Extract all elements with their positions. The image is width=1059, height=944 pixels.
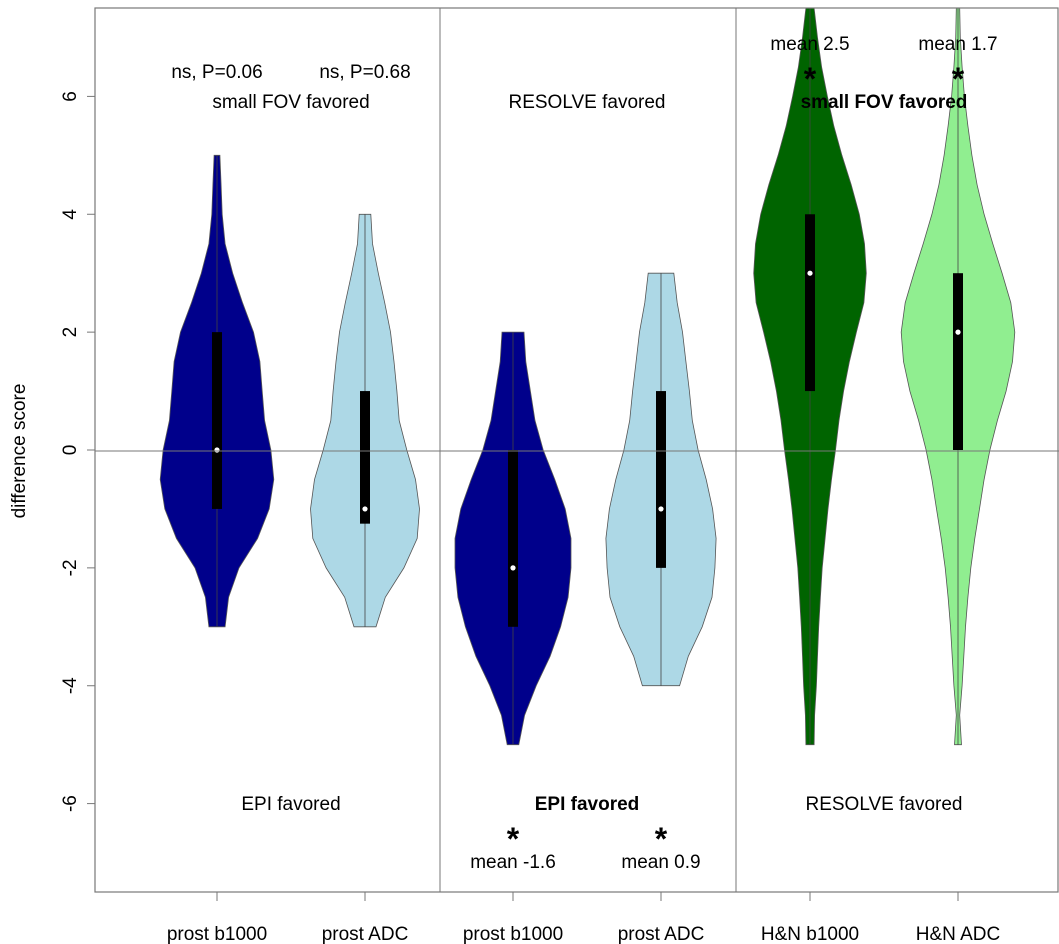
- annotation-panel3-top: small FOV favored: [801, 92, 968, 113]
- y-tick-label: -2: [60, 559, 81, 576]
- x-tick-label: H&N ADC: [916, 924, 1000, 944]
- y-tick-label: 0: [60, 445, 81, 456]
- annotation-panel1-top: small FOV favored: [212, 92, 369, 113]
- x-tick-label: prost ADC: [618, 924, 705, 944]
- violin-2: [310, 213, 420, 628]
- y-tick-label: 6: [60, 91, 81, 102]
- y-axis: -6 -4 -2 0 2 4 6: [60, 91, 95, 812]
- x-tick-label: prost b1000: [167, 924, 267, 944]
- y-tick-label: 2: [60, 327, 81, 338]
- violin-iqr-box: [212, 332, 222, 509]
- violin-iqr-box: [656, 391, 666, 568]
- annotation-panel2-top: RESOLVE favored: [508, 92, 665, 113]
- violin-5: [753, 7, 867, 746]
- violin-6: [900, 7, 1016, 746]
- y-tick-label: -6: [60, 795, 81, 812]
- y-tick-label: -4: [60, 677, 81, 694]
- annotations: ns, P=0.06 ns, P=0.68 small FOV favored …: [171, 34, 997, 873]
- x-tick-label: H&N b1000: [761, 924, 859, 944]
- annotation-panel3-star-1: *: [804, 61, 817, 97]
- annotation-panel2-mean-2: mean 0.9: [621, 852, 700, 873]
- violin-median-point: [955, 329, 961, 335]
- violin-1: [159, 154, 275, 628]
- violin-median-point: [510, 565, 516, 571]
- annotation-stat-prost-b1000: ns, P=0.06: [171, 62, 262, 83]
- violin-iqr-box: [360, 391, 370, 524]
- y-axis-label: difference score: [9, 384, 30, 519]
- annotation-stat-prost-adc: ns, P=0.68: [319, 62, 410, 83]
- violins-layer: [159, 7, 1016, 746]
- violin-3: [454, 331, 572, 746]
- annotation-panel3-mean-2: mean 1.7: [918, 34, 997, 55]
- x-axis: prost b1000 prost ADC prost b1000 prost ADC…: [167, 892, 1000, 944]
- annotation-panel2-mean-1: mean -1.6: [470, 852, 556, 873]
- violin-iqr-box: [953, 273, 963, 450]
- x-tick-label: prost ADC: [322, 924, 409, 944]
- violin-4: [605, 272, 717, 687]
- violin-median-point: [658, 506, 664, 512]
- annotation-panel3-mean-1: mean 2.5: [770, 34, 849, 55]
- violin-iqr-box: [805, 214, 815, 392]
- violin-iqr-box: [508, 450, 518, 627]
- annotation-panel2-star-1: *: [507, 821, 520, 857]
- annotation-panel2-star-2: *: [655, 821, 668, 857]
- annotation-panel3-star-2: *: [952, 61, 965, 97]
- annotation-panel1-bottom: EPI favored: [241, 794, 340, 815]
- y-tick-label: 4: [60, 209, 81, 220]
- annotation-panel2-bottom: EPI favored: [535, 794, 640, 815]
- violin-median-point: [362, 506, 368, 512]
- violin-median-point: [214, 447, 220, 453]
- x-tick-label: prost b1000: [463, 924, 563, 944]
- violin-median-point: [807, 270, 813, 276]
- annotation-panel3-bottom: RESOLVE favored: [805, 794, 962, 815]
